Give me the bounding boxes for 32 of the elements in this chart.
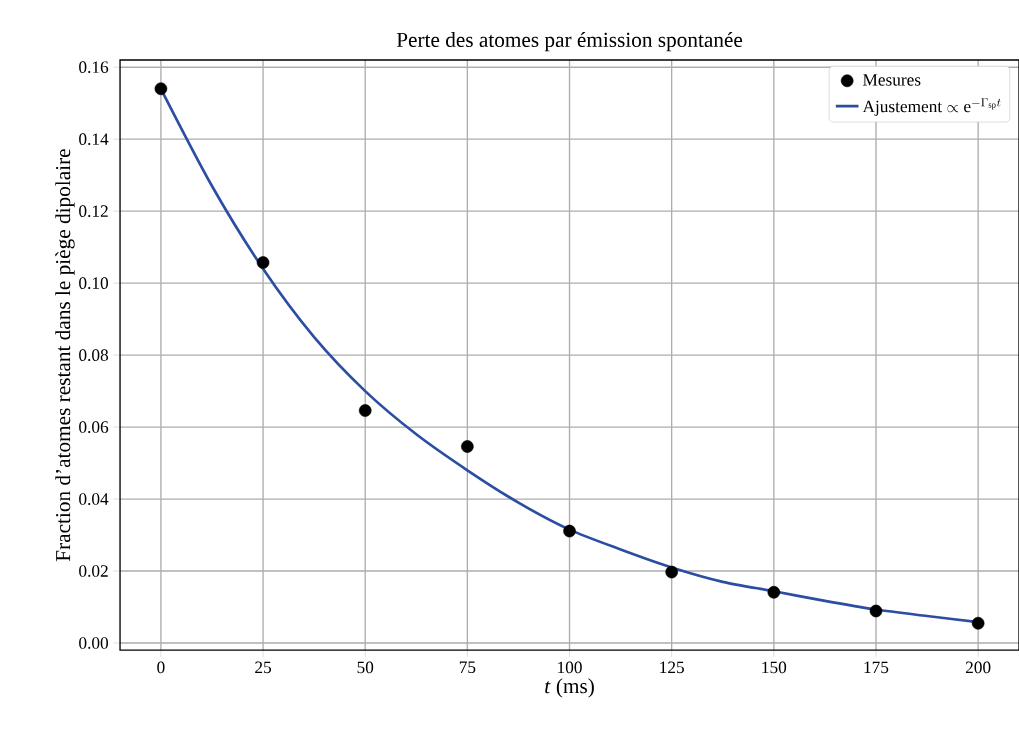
x-tick-label: 50 bbox=[357, 661, 374, 674]
x-tick-label: 25 bbox=[255, 661, 272, 674]
point bbox=[971, 616, 985, 630]
y-tick-label: 0.06 bbox=[79, 421, 109, 433]
x-tick-label: 75 bbox=[459, 661, 476, 673]
y-tick-label: 0.02 bbox=[79, 565, 108, 577]
y-tick-label: 0.12 bbox=[79, 205, 108, 217]
chart-title: Perte des atomes par émission spontanée bbox=[396, 31, 743, 52]
y-tick-label: 0.04 bbox=[79, 493, 109, 505]
point bbox=[869, 604, 883, 618]
y-tick-label: 0.00 bbox=[79, 637, 109, 649]
x-tick-label: 175 bbox=[864, 661, 889, 674]
y-tick-label: 0.08 bbox=[79, 349, 109, 361]
legend-label: $\textrm{Ajustement} \propto \mathrm{e}^{-\Gamma_{\mathrm{sp}} t}$ bbox=[862, 98, 1001, 116]
x-tick-label: 100 bbox=[558, 661, 582, 674]
point bbox=[665, 565, 678, 579]
point bbox=[256, 256, 270, 269]
x-tick-label: 0 bbox=[157, 661, 165, 674]
legend-label: Mesures bbox=[863, 74, 921, 86]
x-tick-label: 150 bbox=[762, 661, 787, 674]
point bbox=[563, 524, 576, 538]
x-axis-title: t (ms) bbox=[545, 678, 594, 698]
point bbox=[358, 404, 372, 417]
point bbox=[154, 82, 168, 95]
y-tick-label: 0.10 bbox=[79, 277, 109, 289]
x-tick-label: 125 bbox=[660, 661, 684, 674]
point bbox=[767, 585, 781, 599]
y-tick-label: 0.14 bbox=[79, 133, 109, 145]
y-tick-label: 0.16 bbox=[79, 61, 109, 73]
point bbox=[461, 440, 474, 453]
x-tick-label: 200 bbox=[965, 661, 991, 674]
y-axis-title: Fraction d’atomes restant dans le piège dipolaire bbox=[55, 149, 75, 562]
